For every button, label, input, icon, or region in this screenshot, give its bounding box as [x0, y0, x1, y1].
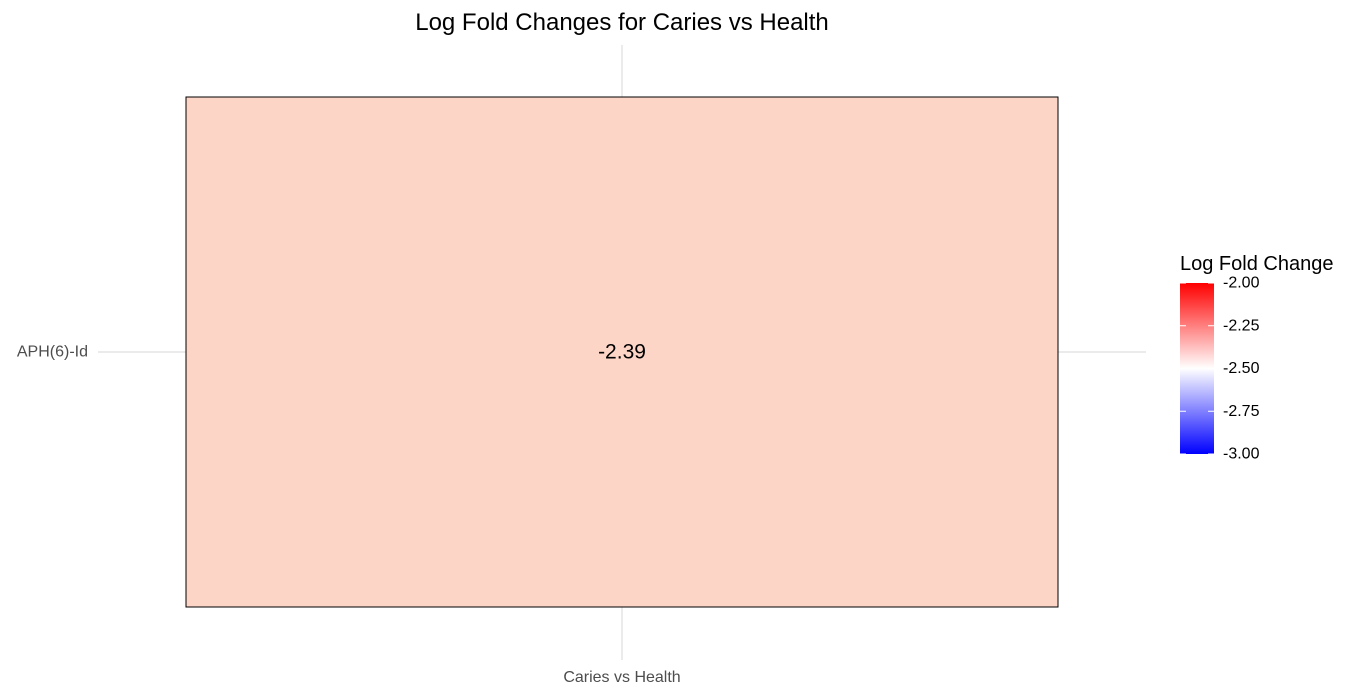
- legend-tick-label: -2.50: [1223, 360, 1260, 377]
- y-axis: APH(6)-Id: [17, 344, 88, 361]
- legend: Log Fold Change -2.00 -2.25 -2.50 -2.75 -3.0…: [1180, 253, 1333, 463]
- legend-tick-label: -2.25: [1223, 317, 1260, 334]
- chart-title: Log Fold Changes for Caries vs Health: [415, 9, 829, 36]
- legend-tick-label: -2.75: [1223, 403, 1260, 420]
- heatmap-tiles: -2.39: [185, 96, 1059, 608]
- legend-tick-label: -3.00: [1223, 446, 1260, 463]
- cell-value-label: -2.39: [598, 341, 646, 364]
- y-tick-label: APH(6)-Id: [17, 344, 88, 361]
- heatmap-cell: [185, 96, 1059, 608]
- legend-title: Log Fold Change: [1180, 253, 1333, 275]
- legend-tick-label: -2.00: [1223, 275, 1260, 292]
- x-tick-label: Caries vs Health: [563, 669, 680, 686]
- legend-ticks: -2.00 -2.25 -2.50 -2.75 -3.00: [1180, 275, 1260, 463]
- gridlines: [98, 45, 1146, 660]
- x-axis: Caries vs Health: [563, 669, 680, 686]
